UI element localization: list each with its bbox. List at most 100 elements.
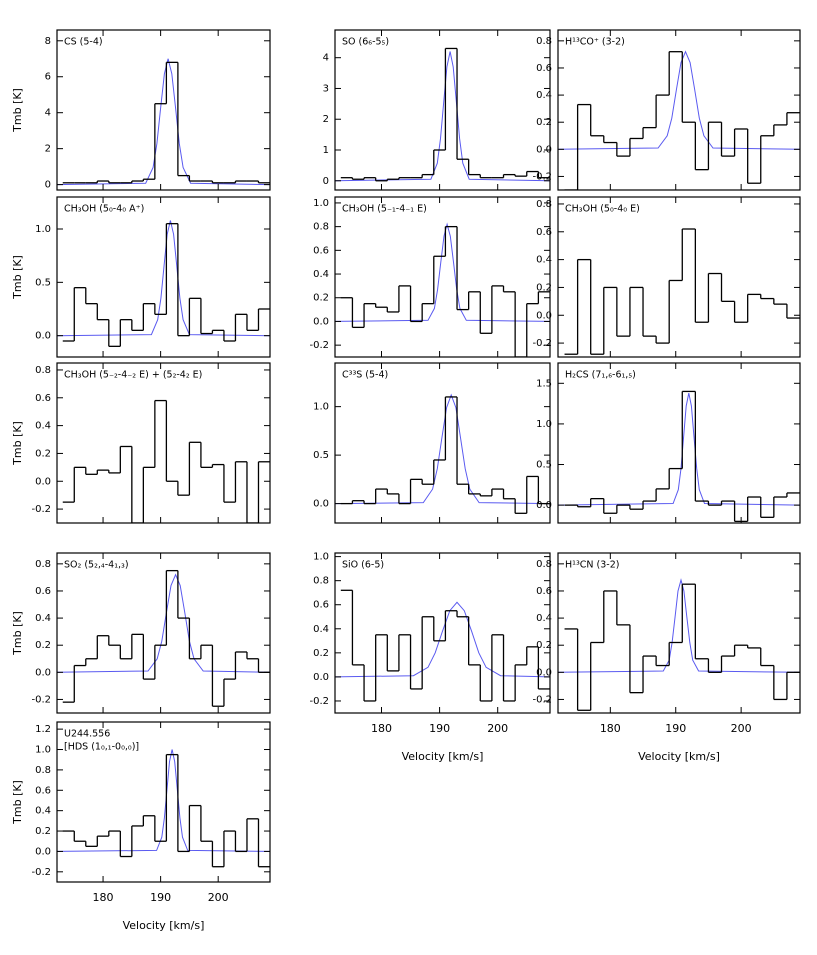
y-tick-label: 0.0: [35, 667, 51, 678]
panel-title: H₂CS (7₁,₆-6₁,₅): [565, 370, 636, 381]
panel-title: U244.556: [64, 729, 110, 740]
y-tick-label: 0.0: [536, 500, 552, 511]
y-tick-label: 0.4: [536, 255, 552, 266]
plot-area: [558, 50, 800, 190]
fit-curve: [335, 51, 550, 182]
plot-area: [335, 47, 550, 182]
y-tick-label: 1.0: [35, 745, 51, 756]
panel-title: CH₃OH (5₋₂-4₋₂ E) + (5₂-4₂ E): [64, 370, 202, 381]
y-tick-label: 0.0: [536, 144, 552, 155]
plot-frame: [334, 196, 551, 358]
panel: -0.2 0.0 0.2 0.4 0.6 0.8 1.0 1.2 180 190 200 U244.5…: [11, 721, 271, 932]
panel: -0.2 0.0 0.2 0.4 0.6 0.8 1.0 180 190 200 SiO (6-5)…: [309, 552, 551, 763]
y-tick-label: 0.4: [313, 624, 329, 635]
y-tick-label: 0.6: [35, 785, 51, 796]
panel: -0.2 0.0 0.2 0.4 0.6 0.8 180 190 200 H¹³CN (3-2) V…: [532, 552, 801, 763]
plot-frame: [557, 362, 801, 524]
panel-title: H¹³CN (3-2): [565, 560, 619, 571]
y-tick-label: -0.2: [31, 867, 51, 878]
panel: 0.0 0.5 1.0 C³³S (5-4): [313, 362, 551, 524]
y-tick-label: 2: [323, 114, 329, 125]
y-tick-label: -0.2: [31, 504, 51, 515]
y-tick-label: 0.8: [35, 765, 51, 776]
y-tick-label: 1: [323, 145, 329, 156]
y-tick-label: 0.0: [35, 476, 51, 487]
y-tick-label: 0.5: [35, 277, 51, 288]
y-tick-label: 1.0: [536, 419, 552, 430]
fit-curve: [57, 573, 270, 673]
y-tick-label: 3: [323, 83, 329, 94]
plot-area: [558, 578, 800, 711]
plot-area: [62, 399, 270, 523]
plot-frame: [557, 552, 801, 714]
fit-curve: [335, 601, 550, 678]
x-tick-label: 180: [600, 722, 621, 735]
plot-area: [335, 393, 550, 514]
plot-area: [558, 390, 800, 523]
y-tick-label: 0.4: [35, 806, 51, 817]
y-tick-label: 0.4: [536, 613, 552, 624]
plot-frame: [56, 29, 271, 191]
plot-frame: [56, 721, 271, 883]
y-tick-label: 0.6: [35, 586, 51, 597]
x-tick-label: 190: [150, 891, 171, 904]
panel: 0 1 2 3 4 SO (6₆-5₅): [323, 29, 551, 191]
panel: 0 2 4 6 8 CS (5-4) Tmb [K]: [11, 29, 271, 191]
y-tick-label: 6: [45, 72, 51, 83]
panel: -0.2 0.0 0.2 0.4 0.6 0.8 SO₂ (5₂,₄-4₁,₃) Tmb [K…: [11, 552, 271, 714]
y-tick-label: -0.2: [309, 340, 329, 351]
y-tick-label: 0.0: [536, 310, 552, 321]
y-tick-label: 0.5: [536, 460, 552, 471]
y-tick-label: 0: [323, 176, 329, 187]
y-tick-label: -0.2: [532, 338, 552, 349]
y-tick-label: 0.4: [536, 90, 552, 101]
plot-area: [57, 220, 270, 347]
plot-frame: [334, 362, 551, 524]
plot-area: [335, 589, 550, 702]
plot-frame: [334, 552, 551, 714]
y-tick-label: 0.8: [35, 365, 51, 376]
panel-title: SiO (6-5): [342, 560, 384, 571]
y-axis-label: Tmb [K]: [11, 780, 24, 825]
y-tick-label: 0.0: [35, 331, 51, 342]
y-tick-label: 0.4: [35, 421, 51, 432]
y-tick-label: -0.2: [309, 696, 329, 707]
y-tick-label: 0.8: [536, 199, 552, 210]
panel-title: CH₃OH (5₀-4₀ E): [565, 204, 640, 215]
plot-frame: [56, 552, 271, 714]
plot-area: [57, 749, 270, 868]
panel: -0.2 0.0 0.2 0.4 0.6 0.8 CH₃OH (5₀-4₀ E): [532, 196, 801, 358]
plot-frame: [557, 196, 801, 358]
y-tick-label: -0.2: [31, 694, 51, 705]
y-tick-label: 0.2: [35, 826, 51, 837]
plot-frame: [56, 362, 271, 524]
fit-curve: [57, 220, 270, 337]
panel-title: CH₃OH (5₀-4₀ A⁺): [64, 204, 144, 215]
y-tick-label: 0.6: [35, 393, 51, 404]
y-tick-label: 0.8: [313, 576, 329, 587]
y-tick-label: 0.6: [313, 245, 329, 256]
panel: -0.2 0.0 0.2 0.4 0.6 0.8 H¹³CO⁺ (3-2): [532, 29, 801, 191]
x-tick-label: 200: [487, 722, 508, 735]
fit-curve: [558, 50, 800, 150]
fit-curve: [558, 393, 800, 506]
x-tick-label: 190: [429, 722, 450, 735]
y-tick-label: 0.2: [313, 293, 329, 304]
fit-curve: [57, 58, 270, 186]
panel-title: SO (6₆-5₅): [342, 37, 389, 48]
plot-area: [57, 569, 270, 707]
panel-title: C³³S (5-4): [342, 370, 388, 381]
y-tick-label: 0.0: [536, 667, 552, 678]
y-tick-label: 0.2: [536, 282, 552, 293]
panel-title: CH₃OH (5₋₁-4₋₁ E): [342, 204, 427, 215]
y-tick-label: 0.2: [35, 448, 51, 459]
plot-frame: [334, 29, 551, 191]
y-tick-label: 8: [45, 36, 51, 47]
panel-title: SO₂ (5₂,₄-4₁,₃): [64, 560, 129, 571]
y-axis-label: Tmb [K]: [11, 88, 24, 133]
y-tick-label: 0: [45, 180, 51, 191]
plot-frame: [557, 29, 801, 191]
plot-area: [57, 58, 270, 186]
y-tick-label: 1.0: [313, 552, 329, 563]
